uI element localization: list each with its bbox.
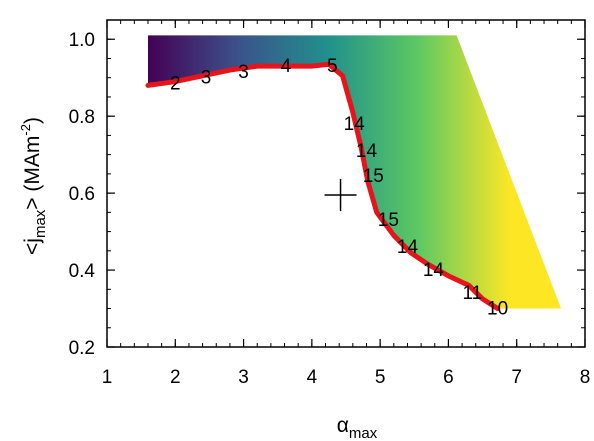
y-tick-label: 0.8 bbox=[69, 107, 95, 128]
marker bbox=[324, 179, 357, 212]
filled-region bbox=[147, 35, 562, 309]
contour-label: 11 bbox=[462, 283, 482, 304]
y-tick-label: 0.2 bbox=[69, 338, 95, 359]
contour-label: 14 bbox=[344, 114, 366, 135]
x-tick-label: 8 bbox=[580, 367, 591, 388]
x-tick-label: 3 bbox=[238, 367, 249, 388]
contour-label: 10 bbox=[487, 299, 508, 320]
plot-frame bbox=[106, 19, 586, 348]
x-tick-label: 2 bbox=[170, 367, 181, 388]
y-tick-label: 1.0 bbox=[69, 30, 95, 51]
contour-label: 3 bbox=[238, 62, 249, 83]
contour-label: 5 bbox=[327, 56, 338, 77]
x-tick-label: 7 bbox=[511, 367, 522, 388]
x-tick-label: 6 bbox=[443, 367, 454, 388]
x-tick-label: 5 bbox=[375, 367, 386, 388]
y-tick-label: 0.6 bbox=[69, 184, 95, 205]
contour-label: 15 bbox=[378, 210, 399, 231]
contour-label: 14 bbox=[397, 237, 419, 258]
contour-label: 15 bbox=[363, 166, 384, 187]
contour-label: 14 bbox=[356, 141, 378, 162]
x-axis-label: αmax bbox=[337, 414, 378, 441]
x-tick-label: 1 bbox=[102, 367, 113, 388]
contour-label: 3 bbox=[201, 68, 212, 89]
boundary-curve bbox=[145, 61, 501, 312]
y-tick-label: 0.4 bbox=[69, 261, 96, 282]
boundary-line bbox=[145, 61, 501, 312]
region-fill bbox=[147, 35, 562, 309]
axis-ticks: 1 2 3 4 5 6 7 80.20.40.60.81.0 bbox=[69, 20, 591, 388]
contour-label: 14 bbox=[423, 260, 445, 281]
x-tick-label: 4 bbox=[307, 367, 318, 388]
contour-label: 2 bbox=[170, 73, 181, 94]
plot-frame-rect bbox=[106, 19, 586, 348]
y-axis-label: <jmax> (MAm-2) bbox=[18, 117, 49, 255]
contour-label: 4 bbox=[281, 56, 292, 77]
